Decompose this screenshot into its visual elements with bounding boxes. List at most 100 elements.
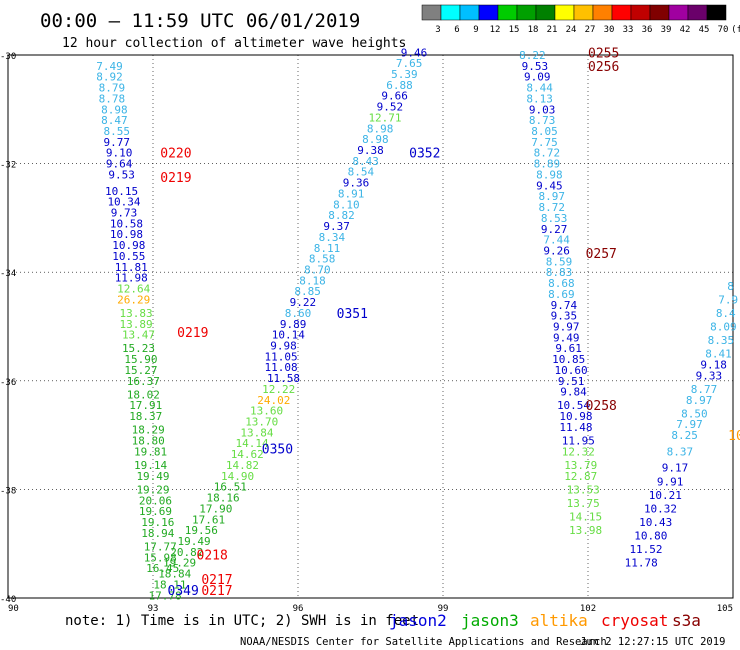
swh-value-label: 10.98 [112,239,145,252]
swh-value-label: 8.82 [328,209,355,222]
swh-value-label: 7.75 [531,136,558,149]
swh-value-label: 9.18 [700,359,727,372]
colorbar-swatch [573,4,594,21]
y-tick-label: -36 [0,378,16,388]
swh-value-label: 19.14 [134,459,167,472]
colorbar-swatch [421,4,442,21]
swh-value-label: 9.26 [543,244,570,257]
swh-value-label: 8.83 [546,266,573,279]
swh-value-label: 10.80 [634,530,667,543]
legend-jason3: jason3 [461,611,519,630]
y-tick-label: -40 [0,595,16,605]
track-93: 7.498.928.798.788.988.478.559.779.109.64… [96,60,179,575]
swh-value-label: 8.79 [99,82,126,95]
x-tick-label: 96 [293,604,304,614]
plot-frame [7,54,734,599]
swh-value-label: 9.84 [560,386,587,399]
swh-value-label: 19.56 [185,524,218,537]
pass-time-label: 0349 [168,584,199,599]
swh-value-label: 14.82 [226,459,259,472]
swh-value-label: 19.29 [136,483,169,496]
swh-value-label: 13.47 [122,329,155,342]
swh-value-label: 8.98 [536,168,563,181]
colorbar-swatch [535,4,556,21]
swh-value-label: 6.88 [386,79,413,92]
swh-value-label: 10.43 [639,516,672,529]
swh-value-label: 13.79 [564,459,597,472]
swh-value-label: 8.41 [705,348,732,361]
swh-value-label: 8.68 [548,277,575,290]
swh-value-label: 18.02 [127,388,160,401]
pass-time-label: 0220 [160,147,191,162]
swh-value-label: 7.97 [676,418,703,431]
colorbar-tick-label: 15 [509,25,520,35]
swh-value-label: 8.35 [708,334,735,347]
swh-value-label: 19.69 [139,505,172,518]
colorbar-swatch [497,4,518,21]
colorbar-tick-label: 18 [528,25,539,35]
grid [8,55,733,598]
generated-timestamp: Jun 2 12:27:15 UTC 2019 [580,636,725,648]
colorbar-swatch [687,4,708,21]
swh-value-label: 14.62 [231,448,264,461]
swh-value-label: 9.89 [280,318,307,331]
swh-value-label: 8.37 [667,445,694,458]
swh-value-label: 10.32 [644,502,677,515]
legend-jason2: jason2 [389,611,447,630]
swh-value-label: 10.55 [112,250,145,263]
swh-value-label: 8.53 [541,212,568,225]
legend-cryosat: cryosat [601,611,668,630]
swh-value-label: 9.52 [377,101,404,114]
swh-value-label: 10.98 [110,228,143,241]
track-104: 8.419.189.338.778.978.507.978.25 8.37 9.17… [625,280,739,570]
pass-time-label: 0255 [588,46,619,61]
swh-value-label: 14.90 [221,470,254,483]
track-96: 11.5811.0811.059.9810.149.898.609.228.85… [149,46,428,602]
swh-value-label: 8.85 [294,285,321,298]
credit-text: NOAA/NESDIS Center for Satellite Applica… [240,636,607,648]
swh-value-label: 8.98 [362,133,389,146]
pass-time-label: 0217 [201,573,232,588]
x-tick-label: 105 [717,604,733,614]
swh-value-label: 19.81 [134,445,167,458]
swh-value-label: 18.37 [129,410,162,423]
swh-value-label: 26.29 [117,293,150,306]
swh-value-label: 15.27 [124,364,157,377]
swh-value-label: 11.98 [115,272,148,285]
legend-altika: altika [530,611,588,630]
swh-value-label: 12.87 [564,470,597,483]
swh-value-label: 9.22 [290,296,317,309]
colorbar-tick-label: 42 [680,25,691,35]
swh-value-label: 10.15 [105,185,138,198]
pass-time-label: 0351 [337,307,368,322]
swh-value-label: 12.71 [368,111,401,124]
swh-value-label: 9.73 [111,206,138,219]
mission-legend: jason2 jason3 altika cryosat s3a [389,611,701,630]
swh-value-label: 7.49 [96,60,123,73]
swh-value-label: 20.06 [139,494,172,507]
swh-value-label: 9.53 [522,60,549,73]
swh-value-label: 8.77 [691,383,718,396]
swh-value-label: 9.64 [106,158,133,171]
swh-value-label: 19.16 [141,516,174,529]
y-tick-label: -30 [0,52,16,62]
swh-value-label: 9.51 [558,375,585,388]
colorbar-tick-label: 27 [585,25,596,35]
colorbar-tick-label: 12 [490,25,501,35]
swh-value-label: 11.81 [115,261,148,274]
colorbar-swatch [649,4,670,21]
pass-time-label: 0217 [201,584,232,599]
swh-value-label: 8.09 [710,321,737,334]
legend-s3a: s3a [672,611,701,630]
swh-value-label: 17.61 [192,513,225,526]
swh-value-label: 8.43 [352,155,379,168]
swh-value-label: 12.32 [562,445,595,458]
y-tick-label: -38 [0,486,16,496]
pass-time-label: 0218 [197,549,228,564]
colorbar-swatch [440,4,461,21]
swh-value-label: 9.97 [553,321,580,334]
swh-value-label: 17.77 [144,540,177,553]
swh-value-label: 8.34 [319,231,346,244]
